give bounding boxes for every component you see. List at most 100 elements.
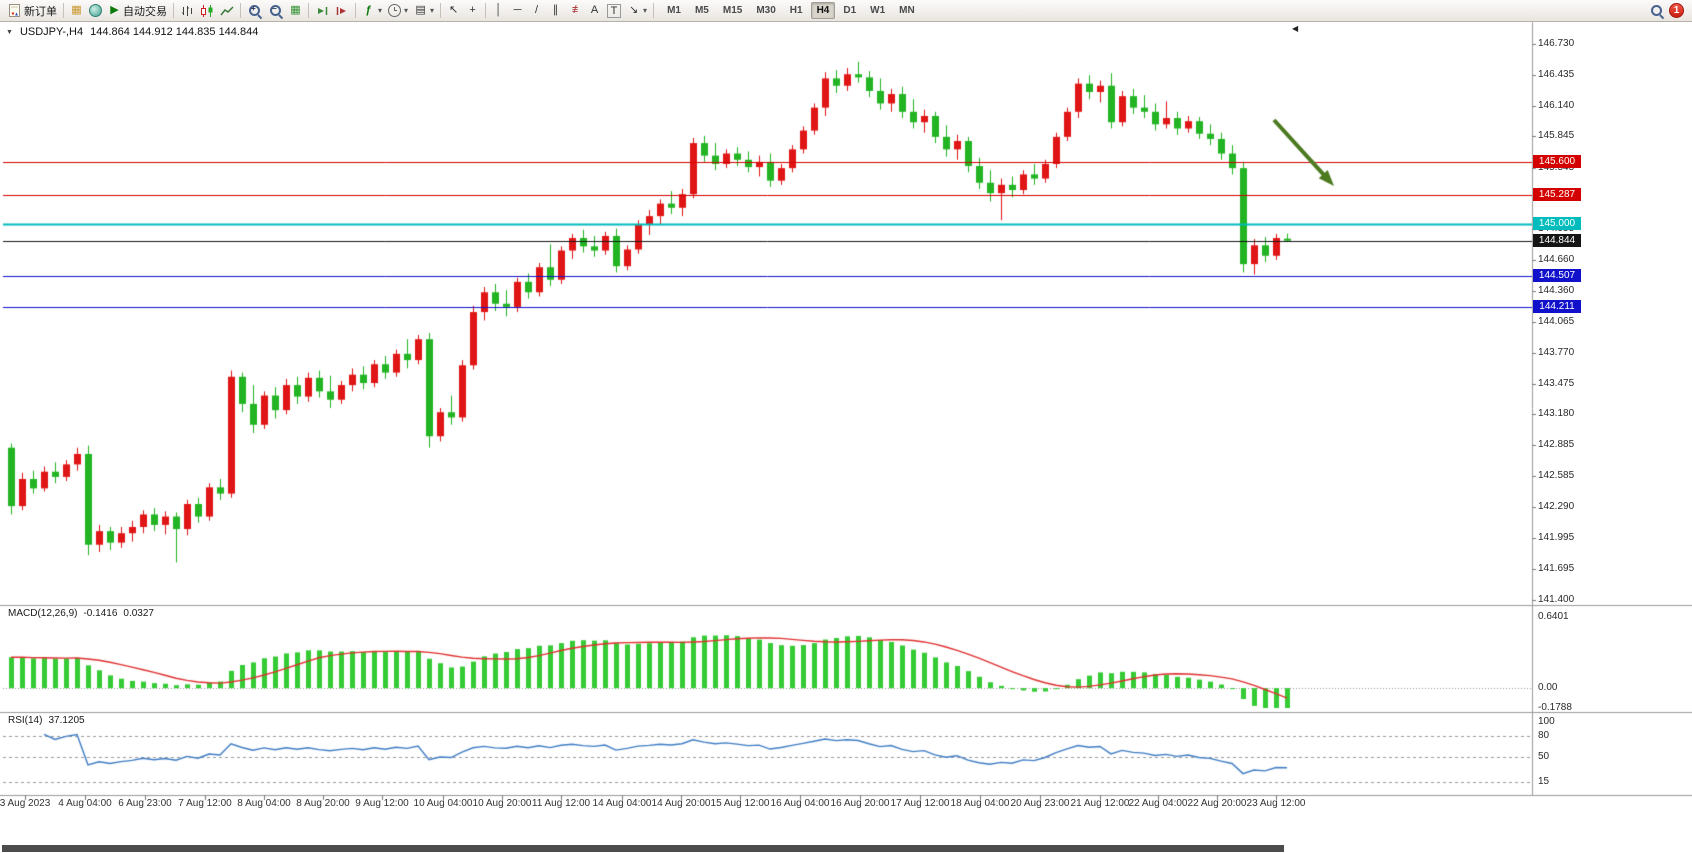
price-axis-label: 146.140 [1538, 99, 1575, 111]
price-axis-label: 141.400 [1538, 594, 1575, 605]
timeframe-MN[interactable]: MN [899, 5, 915, 16]
price-axis-label: 144.360 [1538, 285, 1575, 297]
line-chart-button[interactable] [217, 1, 237, 20]
chart-scrollbar[interactable] [2, 845, 1284, 852]
time-axis-label: 7 Aug 12:00 [178, 798, 232, 809]
toolbar-separator [653, 3, 655, 18]
community-button[interactable] [86, 1, 105, 20]
trendline-button[interactable]: / [527, 1, 546, 20]
channel-button[interactable]: ∥ [546, 1, 565, 20]
macd-axis-label: 0.00 [1538, 682, 1558, 694]
search-button[interactable] [1646, 1, 1667, 20]
candlestick-chart-button[interactable] [197, 1, 217, 20]
price-axis-label: 144.660 [1538, 253, 1575, 265]
hline-price-tag[interactable]: 145.600 [1533, 154, 1581, 168]
auto-scroll-button[interactable] [312, 1, 332, 20]
indicators-button[interactable]: ƒ ▾ [359, 1, 385, 20]
price-axis-label: 142.885 [1538, 439, 1575, 451]
hline-price-tag[interactable]: 144.507 [1533, 268, 1581, 282]
timeframe-M1[interactable]: M1 [667, 5, 681, 16]
time-axis-label: 23 Aug 12:00 [1246, 798, 1306, 809]
toolbar-separator [355, 3, 356, 18]
time-axis-label: 22 Aug 20:00 [1187, 798, 1247, 809]
periods-button[interactable]: ▾ [385, 1, 411, 20]
price-axis-label: 141.995 [1538, 531, 1575, 543]
trendline-icon: / [535, 4, 539, 16]
timeframe-M5[interactable]: M5 [694, 5, 709, 16]
time-axis-label: 4 Aug 04:00 [58, 798, 112, 809]
fibonacci-button[interactable]: ≡ / [565, 1, 585, 20]
timeframe-buttons: M1 M5 M15 M30 H1 H4 D1 W1 MN [660, 2, 922, 19]
toolbar-separator [240, 3, 241, 18]
autotrading-button[interactable]: ▶ 自动交易 [105, 1, 170, 20]
charts-profile-button[interactable]: ▦ [67, 1, 86, 20]
time-axis-label: 22 Aug 04:00 [1128, 798, 1188, 809]
cursor-button[interactable]: ↖ [444, 1, 463, 20]
autotrading-label: 自动交易 [123, 5, 167, 18]
price-axis-label: 146.730 [1538, 38, 1575, 49]
window-marker-icon: ▼ [6, 28, 13, 36]
price-axis-label: 143.180 [1538, 408, 1575, 420]
hline-price-tag[interactable]: 145.287 [1533, 187, 1581, 201]
bar-chart-button[interactable] [177, 1, 197, 20]
timeframe-W1[interactable]: W1 [870, 5, 886, 16]
macd-name: MACD(12,26,9) [8, 608, 78, 619]
time-axis-label: 8 Aug 04:00 [237, 798, 291, 809]
time-axis-label: 15 Aug 12:00 [710, 798, 770, 809]
toolbar-separator [173, 3, 174, 18]
toolbar-separator [440, 3, 442, 18]
dropdown-caret-icon: ▾ [378, 6, 383, 15]
price-axis-label: 143.475 [1538, 377, 1575, 389]
text-label-button[interactable]: T [604, 1, 624, 20]
tile-windows-button[interactable]: ▦ [286, 1, 305, 20]
horizontal-line-icon: ─ [513, 4, 522, 16]
hline-price-tag[interactable]: 144.211 [1533, 299, 1581, 313]
price-axis-label: 142.290 [1538, 501, 1575, 513]
zoom-in-button[interactable]: + [244, 1, 265, 20]
toolbar-separator [63, 3, 64, 18]
time-axis-label: 10 Aug 04:00 [413, 798, 473, 809]
timeframe-H1[interactable]: H1 [789, 5, 803, 16]
text-label-icon: T [607, 3, 622, 18]
price-axis-label: 142.585 [1538, 470, 1575, 482]
notification-badge[interactable]: 1 [1669, 3, 1684, 18]
crosshair-icon: + [469, 4, 476, 16]
time-axis-label: 14 Aug 20:00 [651, 798, 711, 809]
symbol-period-label: USDJPY-,H4 [19, 26, 84, 38]
globe-icon [89, 4, 102, 17]
macd-label: MACD(12,26,9) -0.1416 0.0327 [8, 608, 154, 619]
timeframe-H4[interactable]: H4 [810, 2, 836, 19]
rsi-name: RSI(14) [8, 715, 43, 726]
clock-icon [388, 4, 402, 17]
vertical-line-button[interactable]: │ [489, 1, 508, 20]
crosshair-button[interactable]: + [463, 1, 482, 20]
time-axis-label: 8 Aug 20:00 [296, 798, 350, 809]
fibonacci-icon: ≡ / [571, 4, 579, 16]
auto-scroll-icon [318, 6, 328, 15]
vertical-line-icon: │ [495, 4, 502, 16]
timeframe-M30[interactable]: M30 [756, 5, 776, 16]
timeframe-D1[interactable]: D1 [843, 5, 857, 16]
horizontal-line-button[interactable]: ─ [508, 1, 527, 20]
equidistant-channel-icon: ∥ [552, 4, 559, 16]
cursor-icon: ↖ [448, 4, 459, 16]
time-axis-label: 16 Aug 20:00 [830, 798, 890, 809]
hline-price-tag[interactable]: 145.000 [1533, 217, 1581, 231]
toolbar-separator [308, 3, 309, 18]
new-order-button[interactable]: 新订单 [4, 1, 60, 20]
rsi-label: RSI(14) 37.1205 [8, 715, 85, 726]
price-axis-label: 145.845 [1538, 130, 1575, 142]
arrows-button[interactable]: ↘ ▾ [624, 1, 650, 20]
templates-button[interactable]: ▤ ▾ [411, 1, 437, 20]
charts-profile-icon: ▦ [71, 4, 82, 16]
rsi-axis-label: 80 [1538, 730, 1550, 741]
text-button[interactable]: A [585, 1, 604, 20]
zoom-out-button[interactable]: − [265, 1, 286, 20]
rsi-value: 37.1205 [48, 715, 85, 726]
timeframe-M15[interactable]: M15 [722, 5, 743, 16]
chart-shift-button[interactable] [332, 1, 352, 20]
time-axis-label: 9 Aug 12:00 [355, 798, 409, 809]
macd-value: -0.1416 [83, 608, 118, 619]
